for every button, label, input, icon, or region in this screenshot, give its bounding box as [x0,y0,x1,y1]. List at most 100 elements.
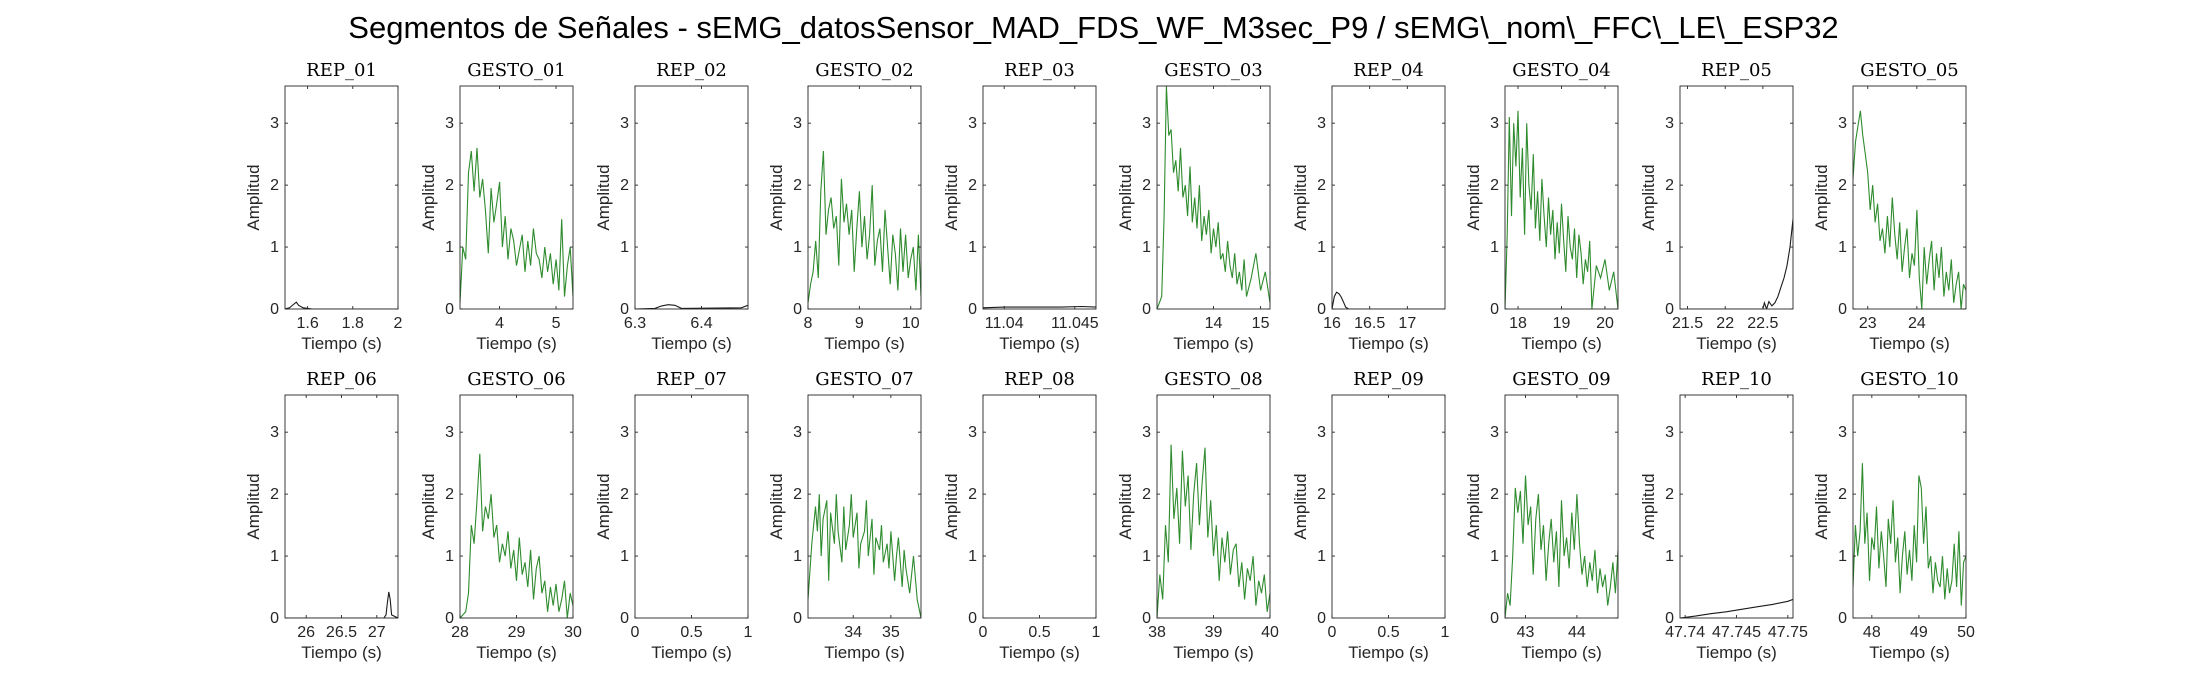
y-tick-label: 0 [620,610,629,627]
y-tick-label: 3 [620,115,629,132]
y-axis-label: Amplitud [1291,473,1310,539]
subplot-title: GESTO_06 [467,369,566,390]
x-tick-label: 18 [1509,315,1527,332]
y-axis-label: Amplitud [1639,164,1658,230]
y-tick-label: 2 [620,177,629,194]
y-axis-label: Amplitud [1116,164,1135,230]
series-line [285,591,398,618]
subplot-title: GESTO_01 [467,60,566,81]
x-axis-label: Tiempo (s) [1521,334,1602,353]
series-line [460,453,573,618]
x-tick-label: 27 [368,624,386,641]
x-axis-label: Tiempo (s) [1173,643,1254,662]
y-tick-label: 1 [1665,548,1674,565]
subplot-gesto-07: GESTO_07 0 1 2 3 34 35 Tiempo (s) Amplitud [767,369,922,662]
y-axis-label: Amplitud [1812,164,1831,230]
y-tick-label: 1 [1142,239,1151,256]
x-axis-label: Tiempo (s) [999,334,1080,353]
x-tick-label: 1 [1092,624,1101,641]
axes-box [284,85,399,310]
series-line [1505,475,1618,618]
series-line [1157,86,1270,309]
y-tick-label: 1 [1490,239,1499,256]
x-tick-label: 0 [1328,624,1337,641]
subplot-title: GESTO_10 [1860,369,1959,390]
x-tick-label: 49 [1910,624,1928,641]
x-tick-label: 47.75 [1768,624,1808,641]
y-tick-label: 1 [270,239,279,256]
y-tick-label: 1 [1838,548,1847,565]
subplot-title: GESTO_04 [1512,60,1611,81]
x-tick-label: 26 [297,624,315,641]
x-tick-label: 15 [1252,315,1270,332]
y-tick-label: 3 [1142,115,1151,132]
axes-box [1679,85,1794,310]
x-tick-label: 29 [508,624,526,641]
y-axis-label: Amplitud [244,473,263,539]
subplot-title: REP_04 [1353,60,1424,81]
axes-box [1852,394,1967,619]
axes-box [807,85,922,310]
series-line [460,147,573,303]
y-tick-label: 1 [1142,548,1151,565]
subplot-rep-07: REP_07 0 1 2 3 0 0.5 1 Tiempo (s) Amplitud [594,369,753,662]
x-tick-label: 5 [552,315,561,332]
axes-box [807,394,922,619]
series-line [1680,219,1793,309]
subplot-title: REP_01 [306,60,377,81]
y-tick-label: 0 [968,301,977,318]
x-axis-label: Tiempo (s) [824,643,905,662]
subplot-title: GESTO_07 [815,369,914,390]
subplot-title: GESTO_03 [1164,60,1263,81]
subplot-gesto-04: GESTO_04 0 1 2 3 18 19 20 Tiempo (s) Amplitud [1464,60,1619,353]
x-tick-label: 40 [1261,624,1279,641]
y-tick-label: 2 [445,486,454,503]
x-tick-label: 22.5 [1747,315,1778,332]
y-tick-label: 3 [445,115,454,132]
axes-box [1504,394,1619,619]
y-tick-label: 2 [270,177,279,194]
axes-box [459,85,574,310]
y-tick-label: 3 [1665,424,1674,441]
x-tick-label: 24 [1908,315,1926,332]
y-tick-label: 0 [1142,610,1151,627]
y-tick-label: 3 [1317,115,1326,132]
series-line [285,301,398,309]
y-axis-label: Amplitud [1812,473,1831,539]
x-tick-label: 28 [451,624,469,641]
y-tick-label: 1 [968,239,977,256]
y-axis-label: Amplitud [594,164,613,230]
y-tick-label: 3 [793,424,802,441]
series-line [1853,110,1966,309]
x-axis-label: Tiempo (s) [824,334,905,353]
x-tick-label: 39 [1205,624,1223,641]
series-line [808,150,921,303]
axes-box [634,85,749,310]
x-tick-label: 11.045 [1051,315,1099,332]
y-tick-label: 2 [968,177,977,194]
y-tick-label: 2 [793,177,802,194]
x-tick-label: 38 [1148,624,1166,641]
axes-box [284,394,399,619]
subplot-title: REP_02 [656,60,727,81]
series-line [808,494,921,618]
subplot-rep-02: REP_02 0 1 2 3 6.3 6.4 Tiempo (s) Amplitud [594,60,749,353]
y-tick-label: 2 [968,486,977,503]
x-tick-label: 26.5 [326,624,357,641]
x-tick-label: 1.8 [342,315,364,332]
x-tick-label: 44 [1568,624,1586,641]
y-tick-label: 0 [270,301,279,318]
y-tick-label: 3 [1490,115,1499,132]
x-tick-label: 6.4 [690,315,712,332]
y-axis-label: Amplitud [1116,473,1135,539]
axes-box [1331,394,1446,619]
x-axis-label: Tiempo (s) [651,643,732,662]
subplot-title: GESTO_05 [1860,60,1959,81]
x-tick-label: 0.5 [1028,624,1050,641]
y-tick-label: 1 [445,548,454,565]
axes-box [1331,85,1446,310]
subplot-gesto-10: GESTO_10 0 1 2 3 48 49 50 Tiempo (s) Amplitud [1812,369,1975,662]
x-tick-label: 0.5 [680,624,702,641]
y-tick-label: 2 [1665,177,1674,194]
x-axis-label: Tiempo (s) [1521,643,1602,662]
